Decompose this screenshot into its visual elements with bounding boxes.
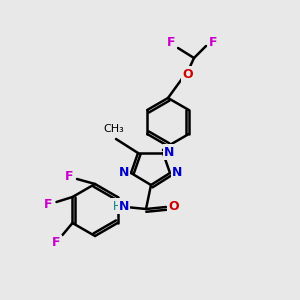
Text: H: H: [112, 200, 122, 212]
Text: O: O: [169, 200, 179, 212]
Text: N: N: [119, 200, 129, 212]
Text: F: F: [167, 37, 175, 50]
Text: N: N: [172, 167, 182, 179]
Text: F: F: [65, 170, 73, 184]
Text: N: N: [164, 146, 174, 158]
Text: N: N: [119, 167, 129, 179]
Text: O: O: [183, 68, 193, 80]
Text: CH₃: CH₃: [103, 124, 124, 134]
Text: F: F: [52, 236, 61, 250]
Text: F: F: [209, 35, 217, 49]
Text: F: F: [44, 197, 53, 211]
